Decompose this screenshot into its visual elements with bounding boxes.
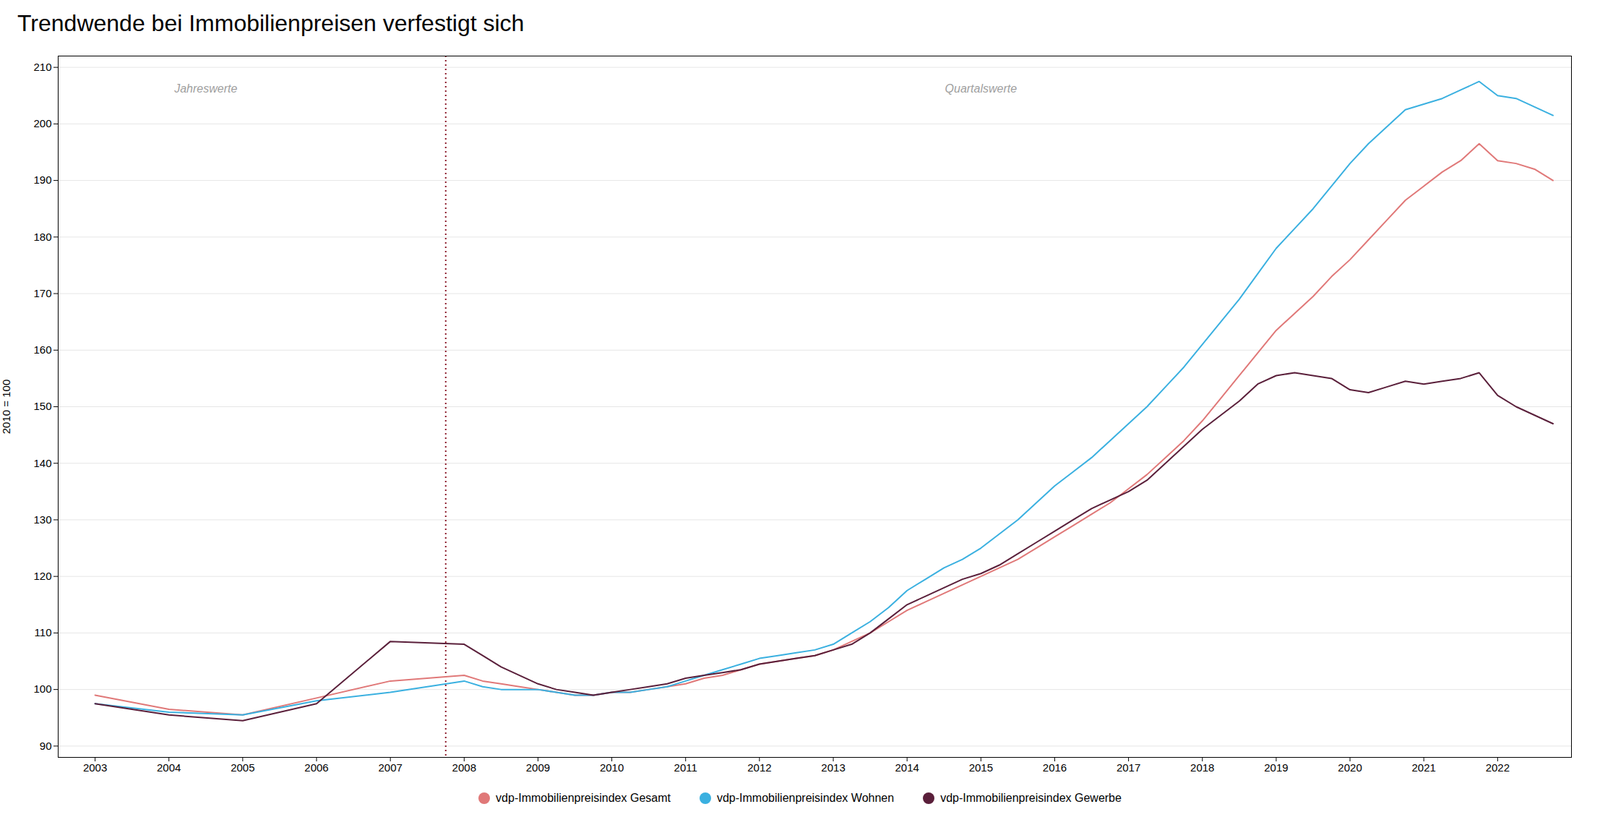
svg-text:2005: 2005: [230, 760, 255, 774]
svg-text:2019: 2019: [1263, 760, 1288, 774]
svg-text:130: 130: [33, 513, 52, 526]
svg-text:90: 90: [39, 739, 53, 752]
svg-text:2007: 2007: [377, 760, 402, 774]
html-text:Trendwende bei Immobilienpreis: Trendwende bei Immobilienpreisen verfest…: [17, 10, 525, 37]
svg-text:100: 100: [33, 682, 52, 695]
svg-text:170: 170: [33, 286, 52, 300]
svg-text:2020: 2020: [1337, 760, 1362, 774]
svg-text:150: 150: [33, 399, 52, 412]
svg-text:2009: 2009: [526, 760, 550, 774]
svg-text:2008: 2008: [452, 760, 477, 774]
svg-text:2013: 2013: [820, 760, 845, 774]
svg-text:2011: 2011: [674, 760, 698, 774]
svg-text:2010: 2010: [599, 760, 624, 774]
svg-text:200: 200: [33, 117, 52, 130]
svg-text:2015: 2015: [969, 760, 993, 774]
svg-text:2014: 2014: [894, 760, 919, 774]
html-text:vdp-Immobilienpreisindex Gesam: vdp-Immobilienpreisindex Gesamt: [495, 791, 671, 804]
svg-text:140: 140: [33, 456, 52, 470]
svg-text:2003: 2003: [83, 760, 107, 774]
svg-text:Jahreswerte: Jahreswerte: [173, 82, 238, 95]
svg-text:120: 120: [33, 569, 52, 582]
svg-text:2016: 2016: [1042, 760, 1067, 774]
html-text:vdp-Immobilienpreisindex Wohne: vdp-Immobilienpreisindex Wohnen: [716, 791, 895, 804]
svg-text:2021: 2021: [1412, 760, 1436, 774]
html-text:vdp-Immobilienpreisindex Gewer: vdp-Immobilienpreisindex Gewerbe: [940, 791, 1122, 804]
svg-text:210: 210: [33, 60, 52, 73]
svg-text:190: 190: [33, 173, 52, 186]
svg-text:2017: 2017: [1116, 760, 1141, 774]
svg-text:Quartalswerte: Quartalswerte: [945, 82, 1018, 95]
svg-text:160: 160: [33, 343, 52, 356]
svg-text:2012: 2012: [747, 760, 772, 774]
svg-text:180: 180: [33, 230, 52, 243]
svg-text:110: 110: [34, 625, 53, 639]
svg-text:2022: 2022: [1485, 760, 1510, 774]
svg-text:2004: 2004: [156, 760, 181, 774]
svg-text:2018: 2018: [1190, 760, 1215, 774]
svg-text:2006: 2006: [304, 760, 329, 774]
svg-text:2010 = 100: 2010 = 100: [0, 379, 13, 435]
